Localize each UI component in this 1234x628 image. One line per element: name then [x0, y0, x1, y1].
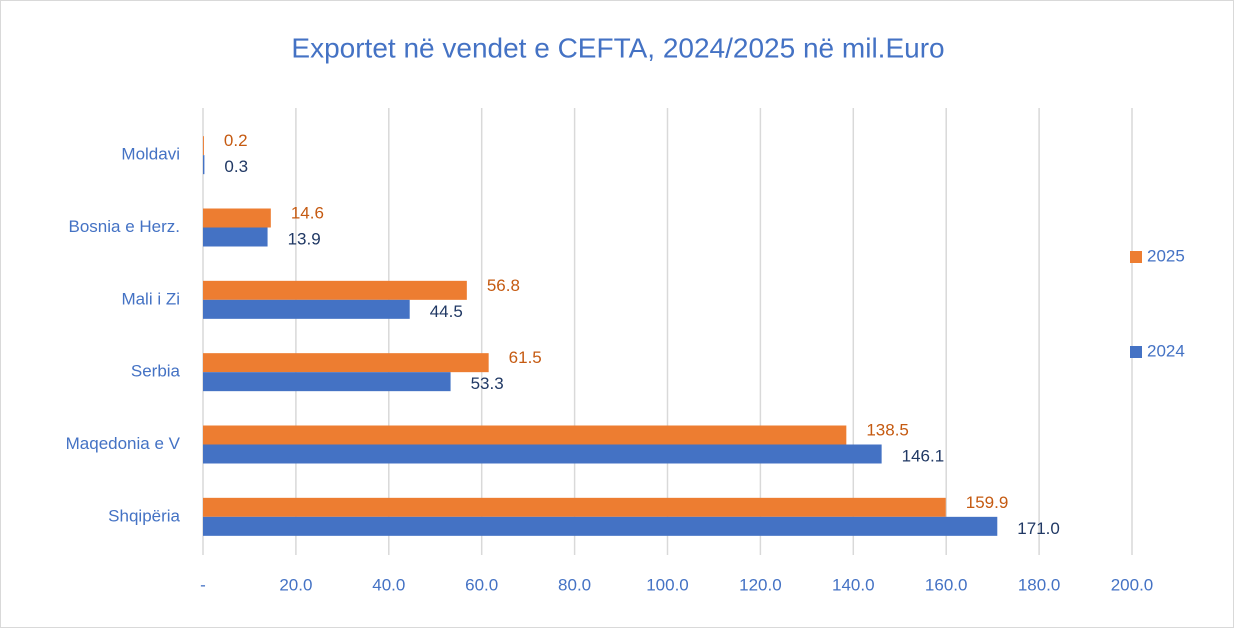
x-tick-label: 60.0 — [465, 575, 498, 594]
bar — [203, 497, 946, 517]
bar — [203, 280, 467, 300]
data-label: 171.0 — [1017, 519, 1060, 538]
x-tick-label: 20.0 — [279, 575, 312, 594]
y-tick-label: Moldavi — [121, 145, 180, 164]
x-tick-label: 80.0 — [558, 575, 591, 594]
legend-label: 2025 — [1147, 246, 1185, 265]
chart-title: Exportet në vendet e CEFTA, 2024/2025 në… — [291, 32, 944, 63]
x-tick-label: 160.0 — [925, 575, 968, 594]
data-label: 44.5 — [430, 302, 463, 321]
data-label: 0.2 — [224, 131, 248, 150]
x-tick-label: 180.0 — [1018, 575, 1061, 594]
y-tick-label: Serbia — [131, 362, 181, 381]
bar — [203, 353, 489, 373]
bar — [203, 516, 998, 536]
x-tick-label: 40.0 — [372, 575, 405, 594]
x-tick-label: - — [200, 575, 206, 594]
data-label: 159.9 — [966, 493, 1009, 512]
data-label: 14.6 — [291, 203, 324, 222]
legend-swatch — [1130, 251, 1142, 263]
y-tick-label: Shqipëria — [108, 506, 180, 525]
y-tick-label: Mali i Zi — [121, 289, 180, 308]
legend-label: 2024 — [1147, 341, 1185, 360]
x-tick-label: 140.0 — [832, 575, 875, 594]
data-label: 138.5 — [866, 420, 909, 439]
data-label: 56.8 — [487, 276, 520, 295]
bar — [203, 444, 882, 464]
bar — [203, 208, 271, 228]
bar — [203, 136, 204, 156]
data-label: 61.5 — [509, 348, 542, 367]
x-tick-label: 100.0 — [646, 575, 689, 594]
data-label: 146.1 — [902, 446, 945, 465]
data-label: 13.9 — [288, 229, 321, 248]
x-tick-label: 120.0 — [739, 575, 782, 594]
bar — [203, 227, 268, 247]
legend-swatch — [1130, 346, 1142, 358]
bar — [203, 299, 410, 319]
bar — [203, 425, 847, 445]
bar — [203, 155, 205, 175]
data-label: 0.3 — [224, 157, 248, 176]
bar — [203, 372, 451, 392]
data-label: 53.3 — [471, 374, 504, 393]
y-tick-label: Maqedonia e V — [66, 434, 181, 453]
x-tick-label: 200.0 — [1111, 575, 1154, 594]
y-tick-label: Bosnia e Herz. — [69, 217, 181, 236]
